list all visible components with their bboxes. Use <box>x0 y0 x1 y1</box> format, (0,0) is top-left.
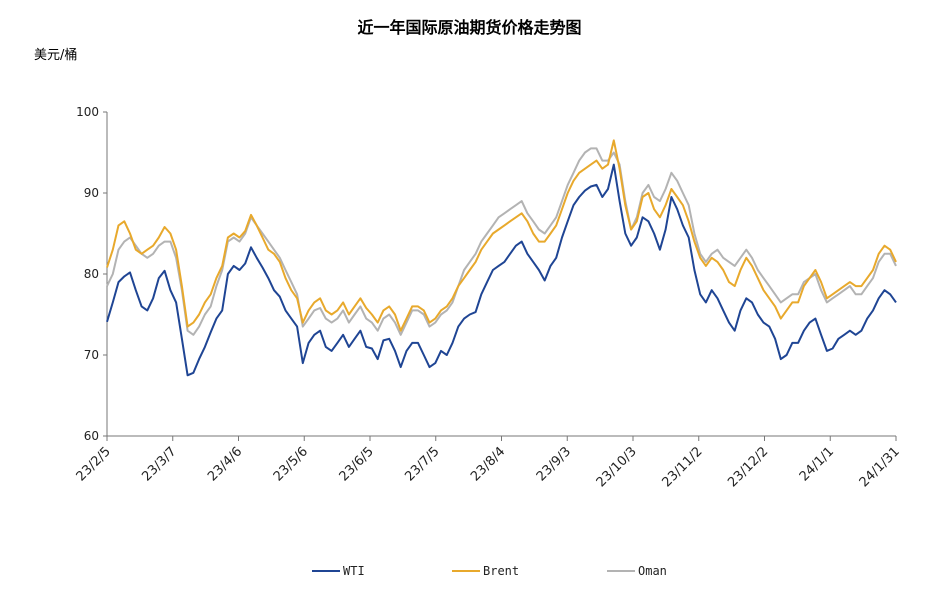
y-tick-label: 90 <box>84 186 99 200</box>
x-tick-label: 23/5/6 <box>271 444 311 484</box>
x-tick-label: 23/7/5 <box>402 444 442 484</box>
y-tick-label: 60 <box>84 429 99 443</box>
chart-lines <box>106 139 897 377</box>
series-line-brent <box>106 139 897 332</box>
chart-title: 近一年国际原油期货价格走势图 <box>357 18 582 37</box>
x-tick-label: 24/1/31 <box>857 444 903 490</box>
y-tick-label: 70 <box>84 348 99 362</box>
x-tick-label: 23/6/5 <box>337 444 377 484</box>
y-tick-label: 80 <box>84 267 99 281</box>
x-tick-label: 23/12/2 <box>725 444 771 490</box>
x-tick-label: 23/8/4 <box>468 444 508 484</box>
x-tick-label: 23/3/7 <box>139 444 179 484</box>
legend-label-oman: Oman <box>638 564 667 578</box>
legend-label-wti: WTI <box>343 564 365 578</box>
x-tick-label: 23/4/6 <box>205 444 245 484</box>
series-line-oman <box>106 147 897 336</box>
y-tick-label: 100 <box>76 105 99 119</box>
x-tick-label: 23/9/3 <box>534 444 574 484</box>
chart-legend: WTI Brent Oman <box>312 564 667 578</box>
x-tick-label: 23/10/3 <box>594 444 640 490</box>
x-tick-label: 24/1/1 <box>797 444 837 484</box>
series-line-wti <box>106 163 897 377</box>
legend-label-brent: Brent <box>483 564 519 578</box>
x-tick-label: 23/2/5 <box>74 444 114 484</box>
y-axis-unit-label: 美元/桶 <box>34 48 78 63</box>
x-tick-label: 23/11/2 <box>660 444 706 490</box>
